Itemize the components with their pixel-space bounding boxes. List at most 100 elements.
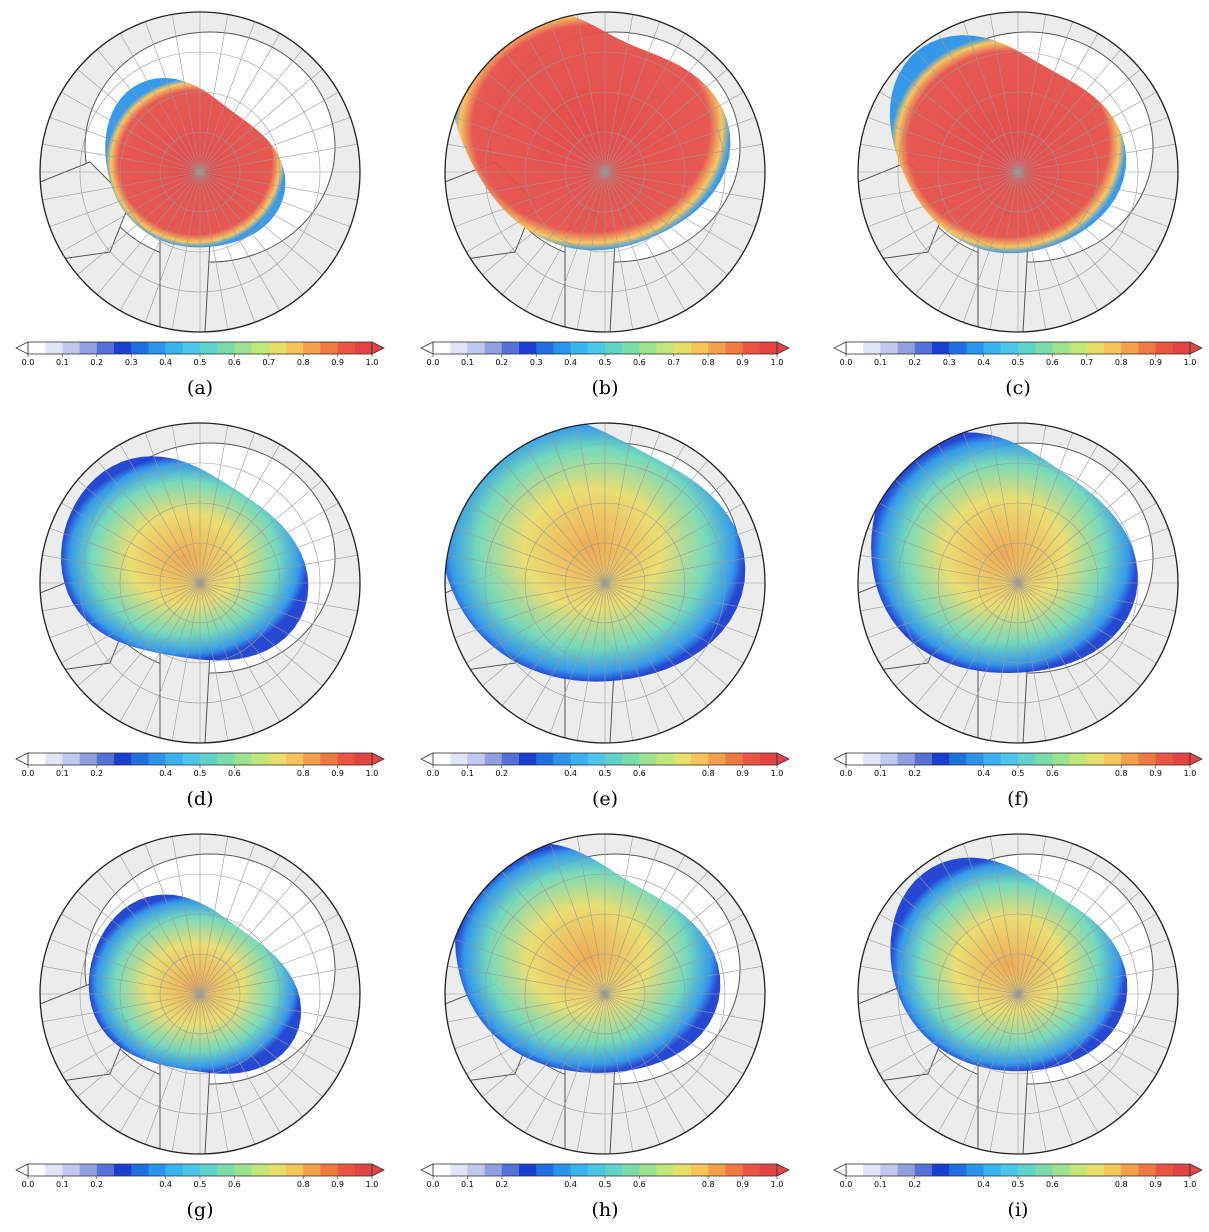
colorbar-tick-label: 0.2 — [90, 1180, 103, 1189]
colorbar-segment — [502, 1164, 520, 1176]
colorbar-tick-label: 0.4 — [564, 1180, 577, 1189]
colorbar-segment — [674, 753, 692, 765]
panel-label: (c) — [1005, 377, 1030, 399]
colorbar-segment — [1104, 1164, 1122, 1176]
colorbar-tick-label: 0.5 — [599, 1180, 612, 1189]
colorbar-tick-label: 0.5 — [194, 769, 207, 778]
colorbar-segment — [1035, 342, 1053, 354]
colorbar-segment — [1173, 342, 1191, 354]
colorbar-segment — [880, 1164, 898, 1176]
colorbar-segment — [949, 1164, 967, 1176]
colorbar-tick-label: 1.0 — [366, 358, 379, 367]
colorbar-tick-label: 0.8 — [702, 1180, 715, 1189]
colorbar-segment — [80, 342, 98, 354]
colorbar-segment — [1104, 342, 1122, 354]
colorbar-segment — [691, 1164, 709, 1176]
colorbar-segment — [1138, 342, 1156, 354]
colorbar-tick-label: 0.4 — [159, 358, 172, 367]
colorbar-segment — [898, 753, 916, 765]
colorbar-tick-label: 0.0 — [22, 769, 35, 778]
colorbar-segment — [252, 1164, 270, 1176]
colorbar-segment — [622, 1164, 640, 1176]
colorbar-tick-label: 0.0 — [427, 1180, 440, 1189]
colorbar-segment — [467, 342, 485, 354]
colorbar-extend — [421, 342, 433, 354]
colorbar-segment — [320, 753, 338, 765]
colorbar-segment — [502, 342, 520, 354]
colorbar-segment — [571, 1164, 589, 1176]
colorbar-segment — [166, 753, 184, 765]
colorbar-segment — [433, 753, 451, 765]
colorbar-tick-label: 0.9 — [736, 358, 749, 367]
panel-label: (f) — [1007, 788, 1029, 810]
colorbar-segment — [984, 753, 1002, 765]
colorbar-tick-label: 0.2 — [90, 769, 103, 778]
colorbar-tick-label: 0.1 — [56, 358, 69, 367]
colorbar-extend — [421, 1164, 433, 1176]
colorbar-segment — [708, 1164, 726, 1176]
colorbar-segment — [915, 1164, 933, 1176]
colorbar-tick-label: 0.6 — [633, 358, 646, 367]
colorbar-segment — [605, 1164, 623, 1176]
colorbar-segment — [519, 753, 537, 765]
colorbar-segment — [485, 1164, 503, 1176]
colorbar-segment — [880, 753, 898, 765]
colorbar-segment — [183, 342, 201, 354]
colorbar-segment — [657, 342, 675, 354]
colorbar-tick-label: 0.1 — [874, 1180, 887, 1189]
colorbar-tick-label: 0.6 — [228, 358, 241, 367]
colorbar-tick-label: 1.0 — [771, 1180, 784, 1189]
colorbar-segment — [1001, 753, 1019, 765]
colorbar-segment — [131, 342, 149, 354]
colorbar-tick-label: 0.9 — [736, 1180, 749, 1189]
colorbar-segment — [760, 342, 778, 354]
colorbar-tick-label: 0.1 — [874, 769, 887, 778]
colorbar-segment — [1104, 753, 1122, 765]
colorbar-tick-label: 0.0 — [22, 358, 35, 367]
colorbar-segment — [1087, 342, 1105, 354]
colorbar-segment — [148, 1164, 166, 1176]
colorbar-tick-label: 0.5 — [1012, 769, 1025, 778]
colorbar-tick-label: 0.2 — [495, 358, 508, 367]
colorbar-tick-label: 0.6 — [633, 1180, 646, 1189]
colorbar-tick-label: 0.7 — [667, 358, 680, 367]
colorbar-tick-label: 0.6 — [633, 769, 646, 778]
colorbar-tick-label: 0.2 — [495, 769, 508, 778]
colorbar-segment — [131, 753, 149, 765]
colorbar-segment — [1070, 1164, 1088, 1176]
colorbar-extend — [1190, 753, 1202, 765]
colorbar-segment — [1121, 1164, 1139, 1176]
colorbar-extend — [834, 342, 846, 354]
colorbar-segment — [80, 1164, 98, 1176]
colorbar-tick-label: 0.0 — [840, 769, 853, 778]
colorbar-tick-label: 0.0 — [427, 358, 440, 367]
colorbar-tick-label: 0.3 — [530, 358, 543, 367]
colorbar-segment — [200, 753, 218, 765]
colorbar-segment — [1001, 1164, 1019, 1176]
colorbar-tick-label: 0.9 — [1149, 1180, 1162, 1189]
colorbar-tick-label: 0.7 — [262, 358, 275, 367]
colorbar-segment — [320, 1164, 338, 1176]
panel-label: (h) — [591, 1199, 618, 1221]
colorbar-segment — [1018, 753, 1036, 765]
colorbar-segment — [1070, 342, 1088, 354]
colorbar-tick-label: 0.5 — [194, 358, 207, 367]
colorbar-segment — [485, 342, 503, 354]
colorbar-segment — [183, 1164, 201, 1176]
colorbar-segment — [639, 1164, 657, 1176]
panel-label: (d) — [187, 788, 214, 810]
colorbar-segment — [1173, 1164, 1191, 1176]
colorbar-segment — [743, 753, 761, 765]
colorbar-tick-label: 1.0 — [1184, 769, 1197, 778]
colorbar-extend — [372, 342, 384, 354]
colorbar-segment — [863, 753, 881, 765]
colorbar-segment — [450, 342, 468, 354]
colorbar-segment — [639, 342, 657, 354]
colorbar-extend — [834, 753, 846, 765]
colorbar-segment — [252, 342, 270, 354]
colorbar-extend — [777, 342, 789, 354]
colorbar-segment — [863, 1164, 881, 1176]
